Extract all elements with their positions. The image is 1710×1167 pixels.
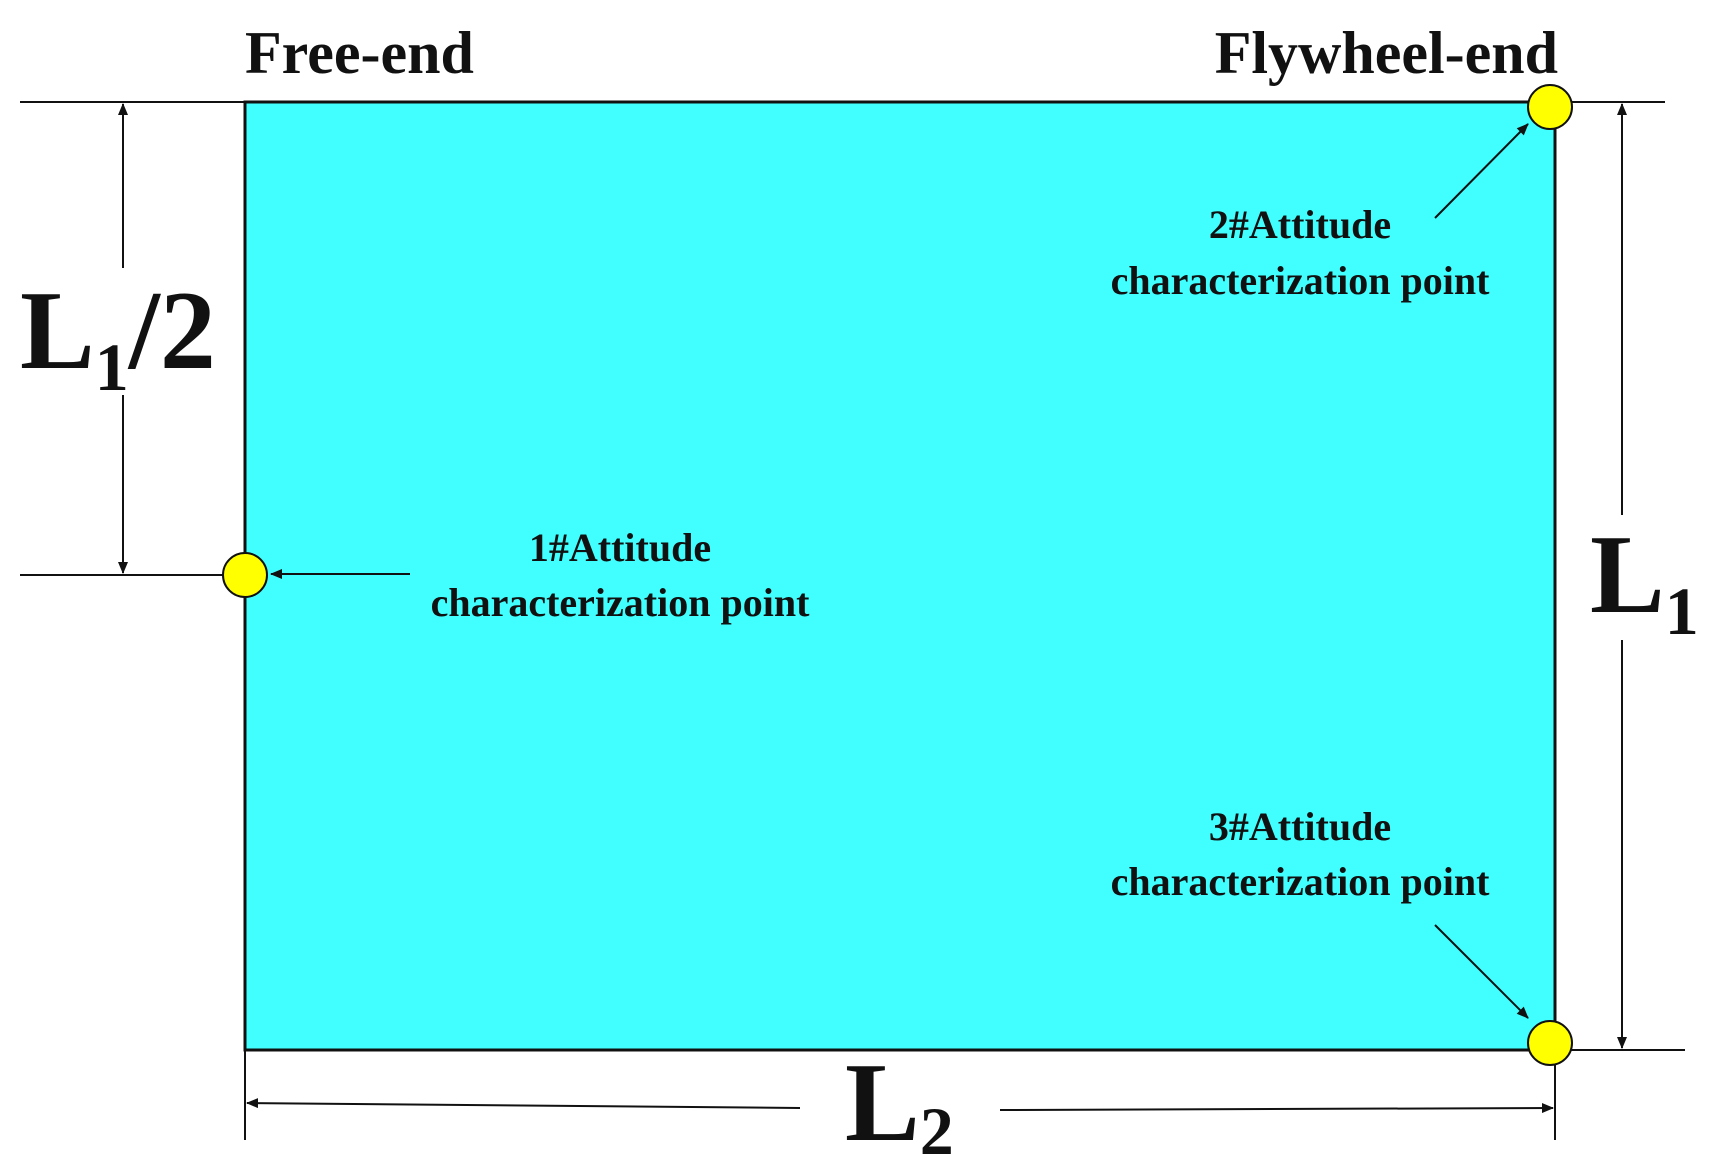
point-3-label-line2: characterization point — [1111, 859, 1490, 904]
free-end-label: Free-end — [245, 20, 474, 86]
attitude-point-3 — [1527, 1020, 1573, 1066]
point-3-arrow — [1434, 924, 1529, 1019]
dimension-label-height: L1 — [1590, 513, 1699, 649]
point-2-arrow — [1434, 123, 1529, 219]
panel-rectangle — [243, 100, 1557, 1052]
point-1-label-line2: characterization point — [431, 580, 810, 625]
point-1-label-line1: 1#Attitude — [529, 525, 711, 570]
point-3-label-line1: 3#Attitude — [1209, 804, 1391, 849]
dimension-label-half-height: L1/2 — [20, 269, 216, 405]
attitude-point-1 — [222, 552, 268, 598]
dimension-line-width-right — [999, 1103, 1554, 1114]
point-2-label-line2: characterization point — [1111, 258, 1490, 303]
point-2-label-line1: 2#Attitude — [1209, 202, 1391, 247]
attitude-point-2 — [1527, 84, 1573, 130]
flywheel-end-label: Flywheel-end — [1215, 20, 1558, 86]
dimension-label-width: L2 — [845, 1041, 954, 1167]
dimension-line-width-left — [246, 1098, 801, 1109]
